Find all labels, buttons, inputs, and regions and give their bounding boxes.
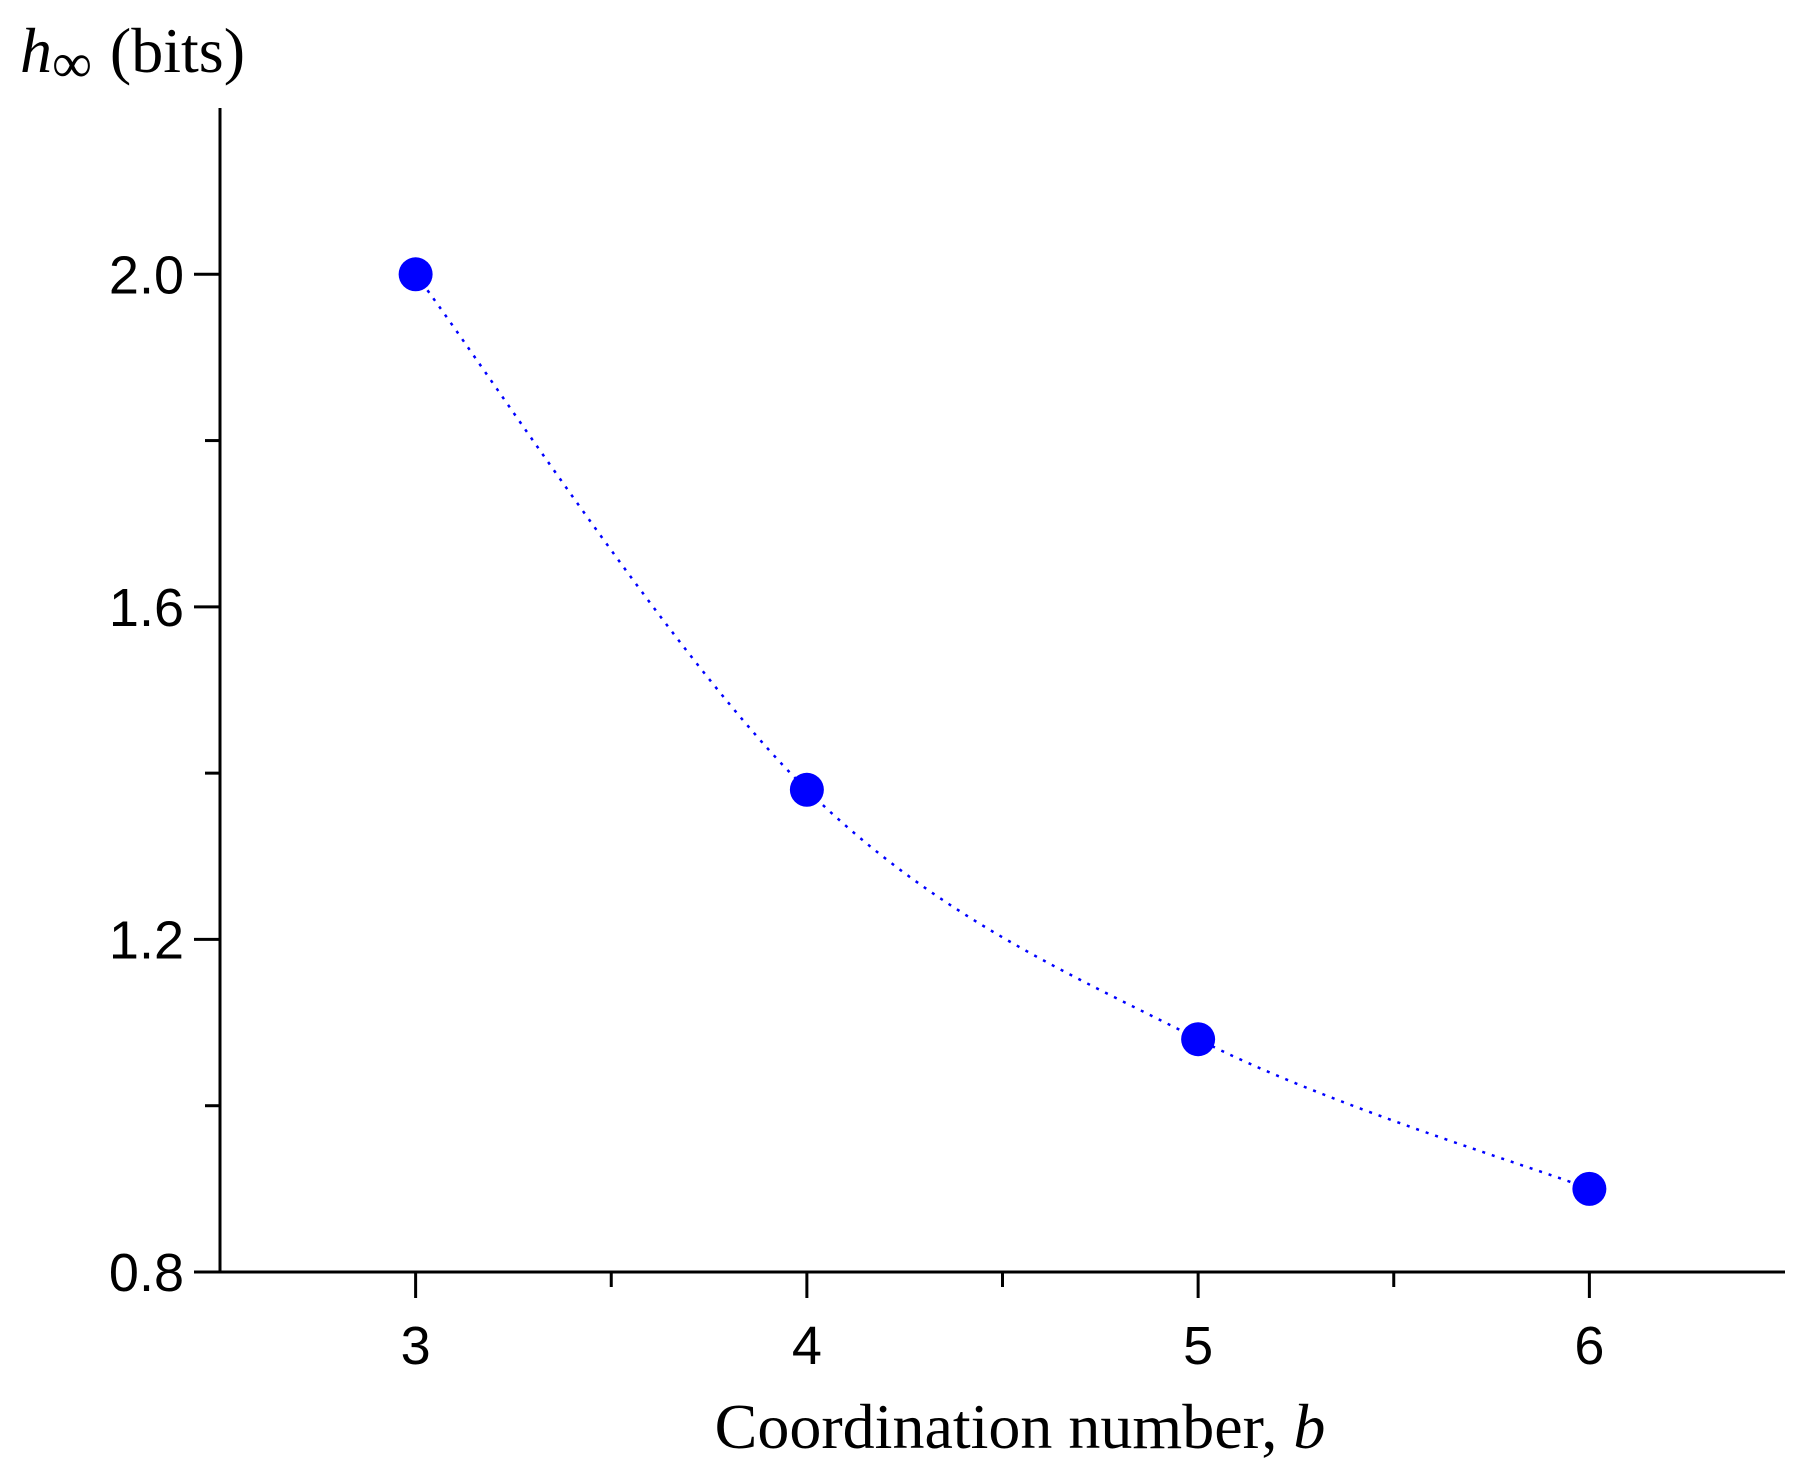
y-tick-label: 1.2 bbox=[109, 910, 184, 970]
y-axis-unit: (bits) bbox=[110, 15, 245, 86]
data-point bbox=[789, 772, 824, 807]
data-point bbox=[1181, 1022, 1216, 1057]
data-point bbox=[398, 257, 433, 292]
x-axis-title: Coordination number, b bbox=[715, 1391, 1326, 1462]
y-tick-label: 1.6 bbox=[109, 578, 184, 638]
axes bbox=[218, 108, 1785, 1274]
tick-labels: 3 4 5 6 0.8 1.2 1.6 2.0 bbox=[109, 245, 1604, 1376]
y-tick-label: 0.8 bbox=[109, 1243, 184, 1303]
y-axis-symbol: h bbox=[20, 15, 52, 86]
x-axis-variable: b bbox=[1293, 1391, 1325, 1462]
x-tick-label: 4 bbox=[792, 1316, 822, 1376]
x-axis-title-text: Coordination number, bbox=[715, 1391, 1294, 1462]
series-line bbox=[414, 273, 1590, 1191]
data-points bbox=[398, 257, 1607, 1206]
ticks bbox=[194, 272, 1591, 1298]
x-tick-label: 3 bbox=[401, 1316, 431, 1376]
x-tick-label: 5 bbox=[1183, 1316, 1213, 1376]
x-tick-label: 6 bbox=[1574, 1316, 1604, 1376]
y-axis-subscript: ∞ bbox=[52, 33, 92, 95]
data-point bbox=[1572, 1171, 1607, 1206]
y-tick-label: 2.0 bbox=[109, 245, 184, 305]
y-axis-title: h∞ (bits) bbox=[20, 15, 245, 95]
